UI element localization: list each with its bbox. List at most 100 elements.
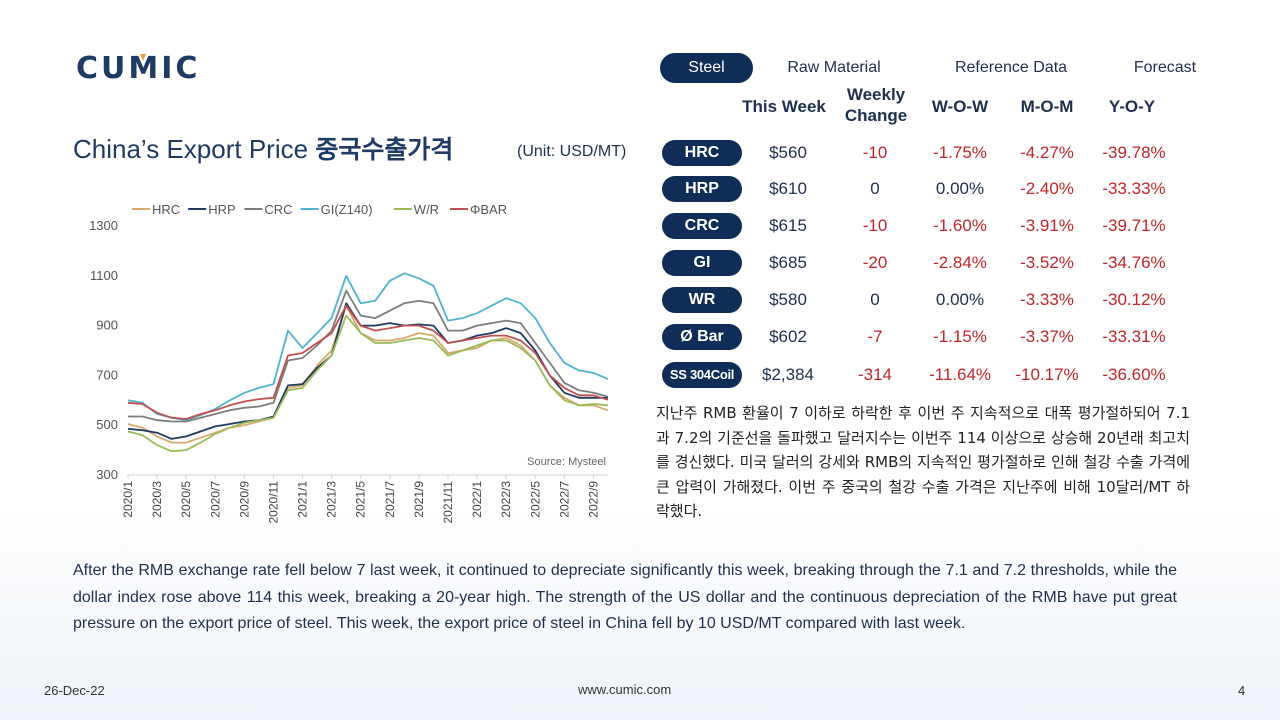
tab-reference-data[interactable]: Reference Data [954, 59, 1068, 76]
weekly-change-cell: -10 [862, 216, 888, 235]
x-tick-label: 2022/1 [470, 481, 484, 518]
series-line-hrc [127, 304, 609, 444]
x-tick-label: 2021/5 [354, 481, 368, 518]
x-tick-label: 2020/5 [179, 481, 193, 518]
table-row: SS 304Coil $2,384 -314 -11.64% -10.17% -… [660, 361, 1220, 389]
product-badge: HRP [662, 176, 742, 202]
x-tick-label: 2022/9 [586, 481, 600, 518]
yoy-cell: -33.31% [1102, 327, 1166, 346]
header-mom: M-O-M [1020, 97, 1074, 116]
legend-label: HRC [152, 202, 180, 217]
section-tabs: Steel Raw Material Reference Data Foreca… [660, 53, 1220, 83]
x-tick-label: 2020/9 [237, 481, 251, 518]
wow-cell: -1.60% [933, 216, 987, 235]
price-cell: $560 [769, 143, 807, 162]
legend-label: W/R [414, 202, 439, 217]
mom-cell: -3.52% [1020, 253, 1074, 272]
yoy-cell: -34.76% [1102, 253, 1166, 272]
header-this-week: This Week [742, 97, 826, 116]
x-tick-label: 2020/7 [208, 481, 222, 518]
x-tick-label: 2021/7 [383, 481, 397, 518]
mom-cell: -10.17% [1015, 365, 1079, 384]
logo-text: CUMIC [76, 52, 200, 82]
price-cell: $602 [769, 327, 807, 346]
wow-cell: 0.00% [935, 290, 985, 309]
footer-website[interactable]: www.cumic.com [578, 682, 672, 697]
chart-source-note: Source: Mysteel [527, 456, 606, 468]
table-row: HRC $560 -10 -1.75% -4.27% -39.78% [660, 139, 1220, 167]
price-cell: $580 [769, 290, 807, 309]
series-line--bar [127, 304, 609, 420]
series-line-w-r [127, 314, 609, 453]
weekly-change-cell: -10 [862, 143, 888, 162]
page-title-kr: 중국수출가격 [315, 135, 454, 164]
commentary-english: After the RMB exchange rate fell below 7… [73, 562, 1177, 632]
weekly-change-cell: -7 [867, 327, 883, 346]
product-badge: GI [662, 250, 742, 276]
wow-cell: -1.15% [933, 327, 987, 346]
x-tick-label: 2020/3 [150, 481, 164, 518]
weekly-change-cell: -20 [862, 253, 888, 272]
product-badge: Ø Bar [662, 324, 742, 350]
product-badge: SS 304Coil [662, 362, 742, 388]
x-tick-label: 2021/9 [412, 481, 426, 518]
page-title-en: China’s Export Price [73, 134, 309, 164]
tab-forecast[interactable]: Forecast [1133, 59, 1197, 76]
product-badge: WR [662, 287, 742, 313]
table-row: Ø Bar $602 -7 -1.15% -3.37% -33.31% [660, 323, 1220, 351]
legend-label: GI(Z140) [321, 202, 373, 217]
series-line-crc [128, 289, 609, 423]
yoy-cell: -39.71% [1102, 216, 1166, 235]
x-tick-label: 2021/1 [296, 481, 310, 518]
series-line-gi-z140- [127, 272, 609, 422]
weekly-change-cell: 0 [870, 290, 880, 309]
price-cell: $615 [769, 216, 807, 235]
wow-cell: -2.84% [933, 253, 987, 272]
product-badge: HRC [662, 140, 742, 166]
page-title: China’s Export Price 중국수출가격 [73, 130, 453, 166]
legend-label: HRP [208, 202, 235, 217]
y-tick-label: 700 [96, 367, 118, 382]
weekly-change-cell: 0 [870, 179, 880, 198]
price-cell: $610 [769, 179, 807, 198]
yoy-cell: -39.78% [1102, 143, 1166, 162]
table-row: GI $685 -20 -2.84% -3.52% -34.76% [660, 249, 1220, 277]
mom-cell: -4.27% [1020, 143, 1074, 162]
x-tick-label: 2022/5 [528, 481, 542, 518]
table-row: CRC $615 -10 -1.60% -3.91% -39.71% [660, 212, 1220, 240]
wow-cell: -11.64% [928, 365, 992, 384]
header-weekly-change: Weekly Change [844, 85, 908, 125]
mom-cell: -3.37% [1020, 327, 1074, 346]
x-tick-label: 2021/3 [325, 481, 339, 518]
header-yoy: Y-O-Y [1108, 97, 1156, 116]
export-price-chart: 300 500 700 900 1100 1300 2020/1 2020/3 2020/5 20… [89, 202, 609, 524]
footer-date: 26-Dec-22 [44, 683, 105, 698]
footer-page-number: 4 [1238, 683, 1246, 698]
wow-cell: -1.75% [933, 143, 987, 162]
mom-cell: -3.33% [1020, 290, 1074, 309]
yoy-cell: -36.60% [1102, 365, 1166, 384]
mom-cell: -3.91% [1020, 216, 1074, 235]
weekly-change-cell: -314 [857, 365, 893, 384]
yoy-cell: -30.12% [1102, 290, 1166, 309]
yoy-cell: -33.33% [1102, 179, 1166, 198]
legend-label: ΦBAR [470, 202, 507, 217]
wow-cell: 0.00% [935, 179, 985, 198]
y-tick-label: 900 [96, 318, 118, 333]
commentary-korean: 지난주 RMB 환율이 7 이하로 하락한 후 이번 주 지속적으로 대폭 평가… [656, 404, 1190, 520]
tab-steel[interactable]: Steel [660, 53, 753, 83]
product-badge: CRC [662, 213, 742, 239]
x-tick-label: 2021/11 [441, 481, 455, 524]
y-tick-label: 300 [96, 467, 118, 482]
x-tick-label: 2020/11 [266, 481, 280, 524]
cumic-logo: CUMIC [76, 52, 200, 82]
series-line-hrp [127, 302, 608, 440]
unit-label: (Unit: USD/MT) [517, 143, 627, 160]
y-tick-label: 500 [96, 417, 118, 432]
logo-accent-icon [140, 54, 146, 61]
tab-raw-material[interactable]: Raw Material [787, 59, 881, 76]
price-cell: $685 [769, 253, 807, 272]
y-tick-label: 1300 [89, 218, 118, 233]
price-cell: $2,384 [762, 365, 814, 384]
